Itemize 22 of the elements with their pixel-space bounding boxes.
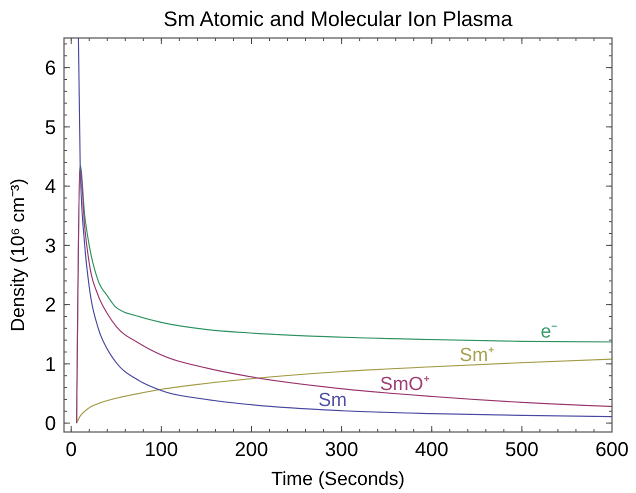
y-tick-label: 3 — [44, 235, 56, 258]
y-axis-title: Density (10⁶ cm⁻³) — [8, 178, 29, 332]
x-tick-label: 200 — [234, 439, 268, 461]
x-tick-label: 100 — [144, 439, 178, 461]
x-tick-label: 500 — [505, 439, 539, 461]
chart-title: Sm Atomic and Molecular Ion Plasma — [164, 8, 513, 31]
y-tick-label: 0 — [44, 413, 56, 436]
line-series — [78, 38, 612, 418]
series-label: SmO⁺ — [380, 374, 430, 396]
y-tick-label: 1 — [44, 354, 56, 376]
series-label: Sm — [318, 390, 347, 412]
y-tick-label: 2 — [44, 294, 56, 317]
y-tick-label: 6 — [44, 58, 56, 80]
x-tick-label: 600 — [595, 439, 629, 461]
series-label: e⁻ — [540, 322, 558, 343]
x-tick-label: 300 — [324, 439, 358, 461]
y-tick-label: 4 — [44, 176, 56, 198]
y-tick-label: 5 — [44, 116, 56, 139]
x-axis-title: Time (Seconds) — [271, 469, 405, 490]
x-tick-label: 0 — [66, 439, 77, 461]
series-label: Sm⁺ — [460, 344, 494, 366]
x-tick-label: 400 — [415, 439, 448, 461]
